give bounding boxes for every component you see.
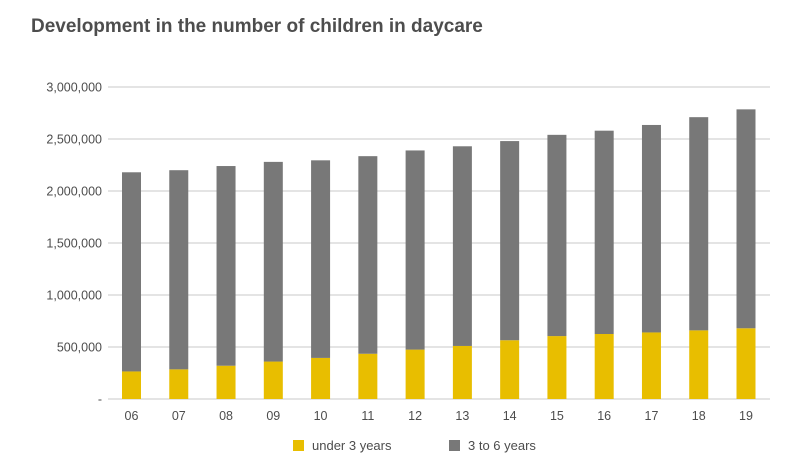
bar-segment-3-to-6-years bbox=[689, 117, 709, 331]
bar-segment-under-3-years bbox=[358, 353, 378, 399]
bar-segment-3-to-6-years bbox=[594, 130, 614, 334]
y-tick-label: 1,000,000 bbox=[46, 289, 102, 303]
bar-segment-3-to-6-years bbox=[263, 161, 283, 362]
y-tick-label: 2,500,000 bbox=[46, 133, 102, 147]
bar-segment-3-to-6-years bbox=[736, 109, 756, 329]
bars bbox=[122, 109, 756, 399]
y-axis-tick-labels: - 500,000 1,000,000 1,500,000 2,000,000 2,500… bbox=[46, 81, 102, 407]
x-tick-label: 09 bbox=[266, 409, 280, 423]
bar-segment-under-3-years bbox=[736, 328, 756, 399]
y-tick-label: 500,000 bbox=[57, 341, 102, 355]
bar-segment-under-3-years bbox=[547, 336, 567, 399]
bar-segment-3-to-6-years bbox=[169, 170, 189, 370]
x-tick-label: 18 bbox=[692, 409, 706, 423]
y-tick-label: 3,000,000 bbox=[46, 81, 102, 95]
bar-segment-3-to-6-years bbox=[500, 141, 520, 341]
bar-segment-3-to-6-years bbox=[311, 160, 331, 358]
bar-segment-under-3-years bbox=[311, 357, 331, 399]
bar-segment-under-3-years bbox=[594, 334, 614, 399]
bar-segment-under-3-years bbox=[216, 365, 236, 399]
x-tick-label: 14 bbox=[503, 409, 517, 423]
legend-label: 3 to 6 years bbox=[468, 438, 536, 453]
bar-segment-under-3-years bbox=[405, 349, 425, 399]
x-tick-label: 11 bbox=[361, 409, 374, 423]
legend-swatch bbox=[293, 440, 304, 451]
bar-segment-3-to-6-years bbox=[547, 134, 567, 337]
x-tick-label: 13 bbox=[455, 409, 469, 423]
bar-segment-3-to-6-years bbox=[358, 156, 378, 354]
gridlines bbox=[108, 86, 770, 400]
x-tick-label: 12 bbox=[408, 409, 422, 423]
bar-segment-under-3-years bbox=[263, 361, 283, 399]
x-tick-label: 15 bbox=[550, 409, 564, 423]
bar-segment-3-to-6-years bbox=[641, 124, 661, 333]
x-tick-label: 10 bbox=[314, 409, 328, 423]
bar-segment-3-to-6-years bbox=[405, 150, 425, 350]
legend-label: under 3 years bbox=[312, 438, 392, 453]
bar-segment-3-to-6-years bbox=[452, 146, 472, 346]
bar-segment-under-3-years bbox=[641, 332, 661, 399]
bar-segment-under-3-years bbox=[169, 369, 189, 399]
x-tick-label: 07 bbox=[172, 409, 186, 423]
x-tick-label: 17 bbox=[645, 409, 659, 423]
bar-segment-3-to-6-years bbox=[122, 172, 141, 372]
bar-segment-under-3-years bbox=[452, 345, 472, 399]
bar-segment-under-3-years bbox=[689, 330, 709, 399]
x-tick-label: 19 bbox=[739, 409, 753, 423]
legend-swatch bbox=[449, 440, 460, 451]
y-tick-label: 2,000,000 bbox=[46, 185, 102, 199]
bar-segment-3-to-6-years bbox=[216, 166, 236, 366]
legend: under 3 years 3 to 6 years bbox=[293, 438, 536, 453]
x-tick-label: 16 bbox=[597, 409, 611, 423]
x-tick-label: 06 bbox=[125, 409, 139, 423]
chart-title: Development in the number of children in… bbox=[31, 16, 483, 37]
x-tick-label: 08 bbox=[219, 409, 233, 423]
x-axis-tick-labels: 06 07 08 09 10 11 12 13 14 15 16 17 18 19 bbox=[125, 409, 753, 423]
y-tick-label: - bbox=[98, 393, 102, 407]
bar-segment-under-3-years bbox=[500, 340, 520, 399]
y-tick-label: 1,500,000 bbox=[46, 237, 102, 251]
bar-segment-under-3-years bbox=[122, 371, 141, 399]
